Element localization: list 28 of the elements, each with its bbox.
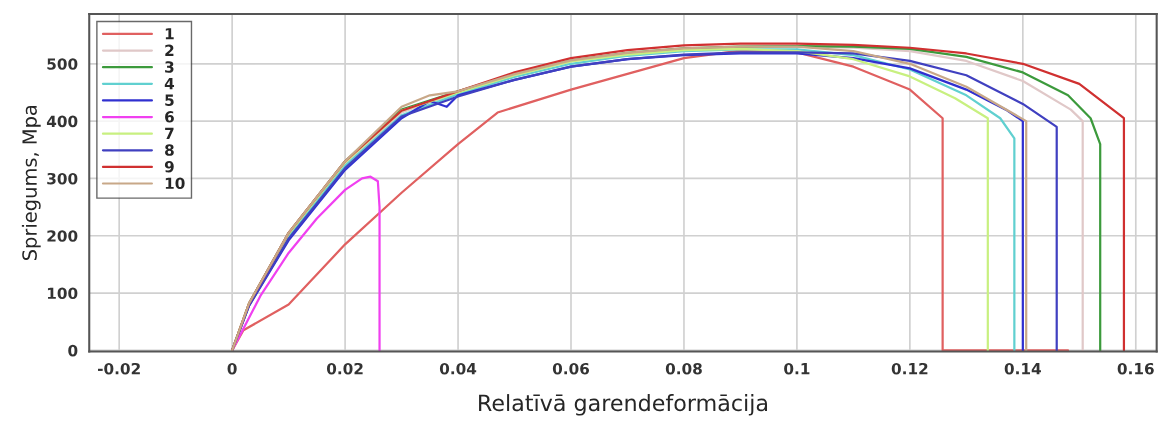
y-axis-title: Spriegums, Mpa bbox=[21, 105, 41, 261]
legend-label: 8 bbox=[165, 144, 174, 156]
legend-label: 4 bbox=[164, 78, 175, 90]
legend-label: 9 bbox=[164, 160, 174, 173]
x-tick-label: 0.12 bbox=[891, 362, 928, 375]
legend-label: 10 bbox=[165, 177, 185, 190]
x-tick-label: 0.14 bbox=[1004, 362, 1041, 375]
x-tick-label: 0.06 bbox=[552, 362, 590, 375]
legend-label: 5 bbox=[165, 94, 174, 106]
y-tick-label: 100 bbox=[47, 287, 78, 300]
x-tick-label: -0.02 bbox=[97, 362, 140, 375]
legend-label: 3 bbox=[165, 61, 174, 73]
x-tick-label: 0.04 bbox=[439, 362, 477, 375]
x-tick-label: 0.02 bbox=[326, 362, 363, 375]
y-tick-label: 0 bbox=[68, 344, 78, 357]
y-tick-label: 400 bbox=[46, 115, 78, 128]
legend-label: 2 bbox=[165, 44, 174, 56]
x-tick-label: 0.16 bbox=[1117, 362, 1154, 375]
x-tick-label: 0 bbox=[227, 362, 237, 375]
x-tick-label: 0.08 bbox=[665, 362, 702, 375]
legend-label: 7 bbox=[165, 127, 174, 139]
y-tick-label: 300 bbox=[47, 172, 78, 185]
legend-label: 1 bbox=[165, 28, 174, 40]
x-axis-title: Relatīvā garendeformācija bbox=[479, 394, 768, 416]
y-tick-label: 500 bbox=[47, 58, 78, 70]
legend-label: 6 bbox=[165, 111, 174, 123]
x-tick-label: 0.1 bbox=[784, 362, 810, 375]
y-tick-label: 200 bbox=[47, 230, 78, 242]
